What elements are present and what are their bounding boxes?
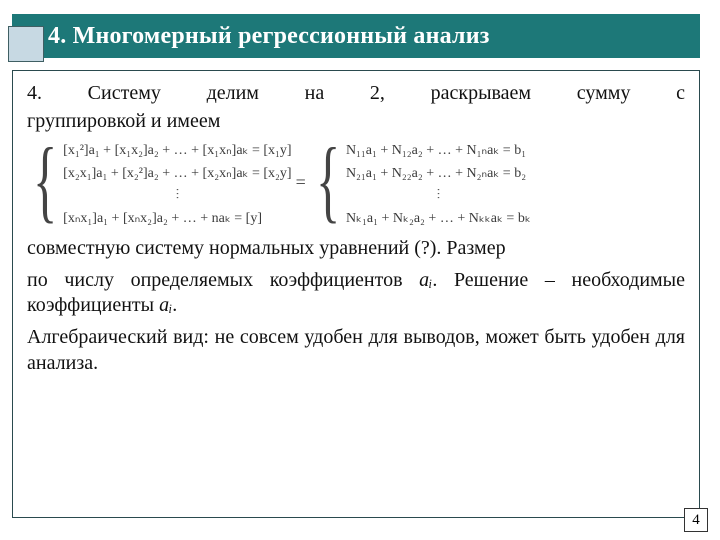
right-system: N₁₁a₁ + N₁₂a₂ + … + N₁ₙaₖ = b₁ N₂₁a₁ + N… [346,142,531,227]
symbol-ai-2: aᵢ [159,294,172,316]
symbol-ai-1: aᵢ [419,269,432,291]
left-sys-row-1: [x₁²]a₁ + [x₁x₂]a₂ + … + [x₁xₙ]aₖ = [x₁y… [63,142,291,159]
para-algebraic: Алгебраический вид: не совсем удобен для… [27,325,685,376]
content-frame: 4. Систему делим на 2, раскрываем сумму … [12,70,700,518]
right-brace-icon: { [316,136,340,224]
para-coeffs-c: . [172,294,177,316]
para-normal-eq: совместную систему нормальных уравнений … [27,236,685,262]
page-number-box: 4 [684,508,708,532]
left-system: [x₁²]a₁ + [x₁x₂]a₂ + … + [x₁xₙ]aₖ = [x₁y… [63,142,291,227]
slide: 4. Многомерный регрессионный анализ 4. С… [0,0,720,540]
equation-systems: { [x₁²]a₁ + [x₁x₂]a₂ + … + [x₁xₙ]aₖ = [x… [27,140,685,228]
left-sys-dots: ⫶ [63,188,291,204]
right-sys-dots: ⫶ [346,188,531,204]
left-sys-row-2: [x₂x₁]a₁ + [x₂²]a₂ + … + [x₂xₙ]aₖ = [x₂y… [63,165,291,182]
page-number: 4 [692,512,700,529]
left-brace-icon: { [33,136,57,224]
right-sys-row-2: N₂₁a₁ + N₂₂a₂ + … + N₂ₙaₖ = b₂ [346,165,531,182]
equals-sign: = [294,172,308,193]
para-coeffs: по числу определяемых коэффициентов aᵢ. … [27,268,685,319]
right-sys-row-1: N₁₁a₁ + N₁₂a₂ + … + N₁ₙaₖ = b₁ [346,142,531,159]
para-coeffs-a: по числу определяемых коэффициентов [27,269,419,291]
right-sys-row-3: Nₖ₁a₁ + Nₖ₂a₂ + … + Nₖₖaₖ = bₖ [346,210,531,227]
title-bar: 4. Многомерный регрессионный анализ [12,14,700,58]
left-sys-row-3: [xₙx₁]a₁ + [xₙx₂]a₂ + … + naₖ = [y] [63,210,291,227]
intro-line-2: группировкой и имеем [27,109,685,135]
corner-decoration [8,26,44,62]
slide-title: 4. Многомерный регрессионный анализ [12,23,490,50]
intro-line-1: 4. Систему делим на 2, раскрываем сумму … [27,81,685,107]
